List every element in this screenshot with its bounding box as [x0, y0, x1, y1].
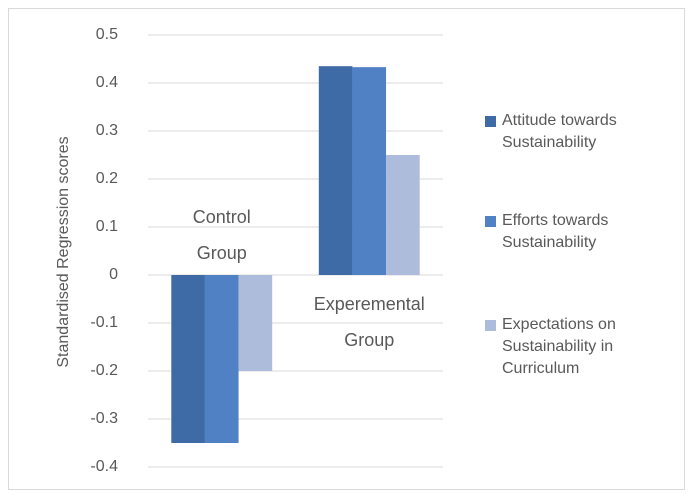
y-tick-label: -0.2: [90, 362, 118, 379]
bar: [171, 275, 205, 443]
y-tick-label: 0.5: [96, 26, 118, 43]
bar: [238, 275, 273, 371]
y-tick-label: -0.3: [90, 410, 118, 427]
legend-entry: Efforts towards Sustainability: [485, 210, 652, 254]
bar: [386, 155, 420, 275]
category-label: Control Group: [193, 207, 251, 263]
category-label: Experemental Group: [314, 294, 425, 350]
legend-swatch: [485, 216, 496, 227]
bar: [318, 66, 353, 275]
bar: [204, 275, 239, 443]
y-tick-label: 0.2: [96, 170, 118, 187]
legend-label: Attitude towards Sustainability: [502, 112, 617, 151]
legend-entry: Expectations on Sustainability in Curric…: [485, 314, 652, 380]
bar: [352, 67, 387, 275]
legend-swatch: [485, 116, 496, 127]
legend-label: Expectations on Sustainability in Curric…: [502, 316, 616, 377]
y-tick-label: 0.4: [96, 74, 118, 91]
legend-swatch: [485, 320, 496, 331]
legend-label: Efforts towards Sustainability: [502, 212, 609, 251]
y-tick-label: 0: [109, 266, 118, 283]
y-tick-label: -0.1: [90, 314, 118, 331]
y-axis-label: Standardised Regression scores: [55, 136, 72, 367]
y-tick-label: 0.3: [96, 122, 118, 139]
legend-entry: Attitude towards Sustainability: [485, 110, 652, 154]
y-tick-label: 0.1: [96, 218, 118, 235]
y-tick-label: -0.4: [90, 458, 118, 475]
